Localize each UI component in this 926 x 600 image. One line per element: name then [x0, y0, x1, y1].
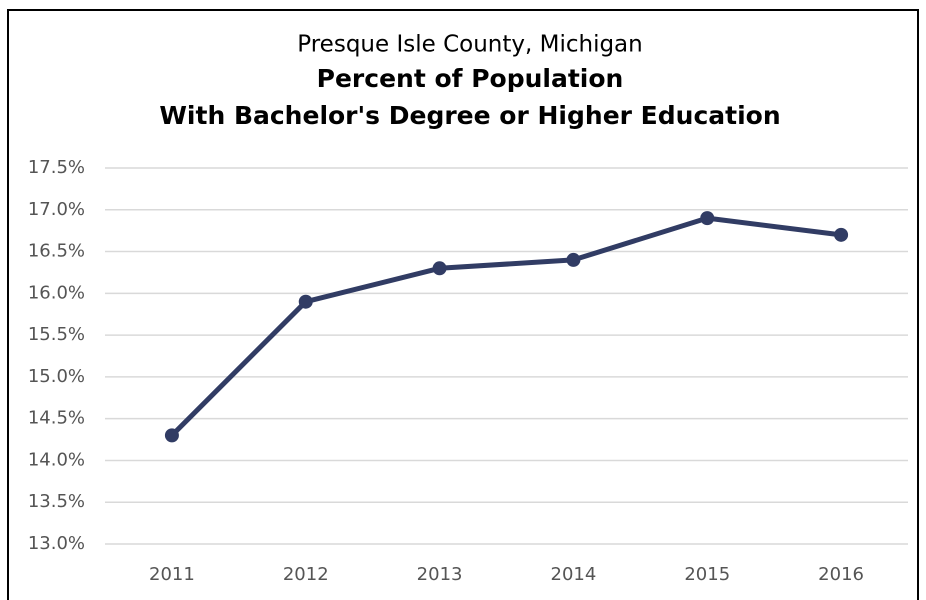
- chart-frame: [7, 9, 919, 600]
- chart-title: With Bachelor's Degree or Higher Educati…: [159, 101, 780, 130]
- y-tick-label: 14.5%: [28, 408, 85, 429]
- x-tick-label: 2016: [818, 564, 864, 585]
- chart-title: Percent of Population: [317, 64, 624, 93]
- marker: [566, 252, 581, 267]
- y-tick-label: 14.0%: [28, 449, 85, 470]
- y-tick-label: 16.0%: [28, 282, 85, 303]
- x-tick-label: 2011: [149, 564, 195, 585]
- marker: [298, 294, 313, 309]
- y-tick-label: 13.0%: [28, 533, 85, 554]
- x-tick-label: 2015: [684, 564, 730, 585]
- y-tick-label: 15.0%: [28, 366, 85, 387]
- y-tick-label: 15.5%: [28, 324, 85, 345]
- y-tick-label: 13.5%: [28, 491, 85, 512]
- marker: [432, 261, 447, 276]
- y-tick-label: 17.0%: [28, 199, 85, 220]
- y-tick-label: 16.5%: [28, 241, 85, 262]
- marker: [834, 227, 849, 242]
- x-tick-label: 2013: [417, 564, 463, 585]
- x-tick-label: 2014: [551, 564, 597, 585]
- y-tick-label: 17.5%: [28, 157, 85, 178]
- marker: [164, 428, 179, 443]
- marker: [700, 211, 715, 226]
- chart-title: Presque Isle County, Michigan: [297, 32, 642, 58]
- x-tick-label: 2012: [283, 564, 329, 585]
- line: [170, 215, 842, 438]
